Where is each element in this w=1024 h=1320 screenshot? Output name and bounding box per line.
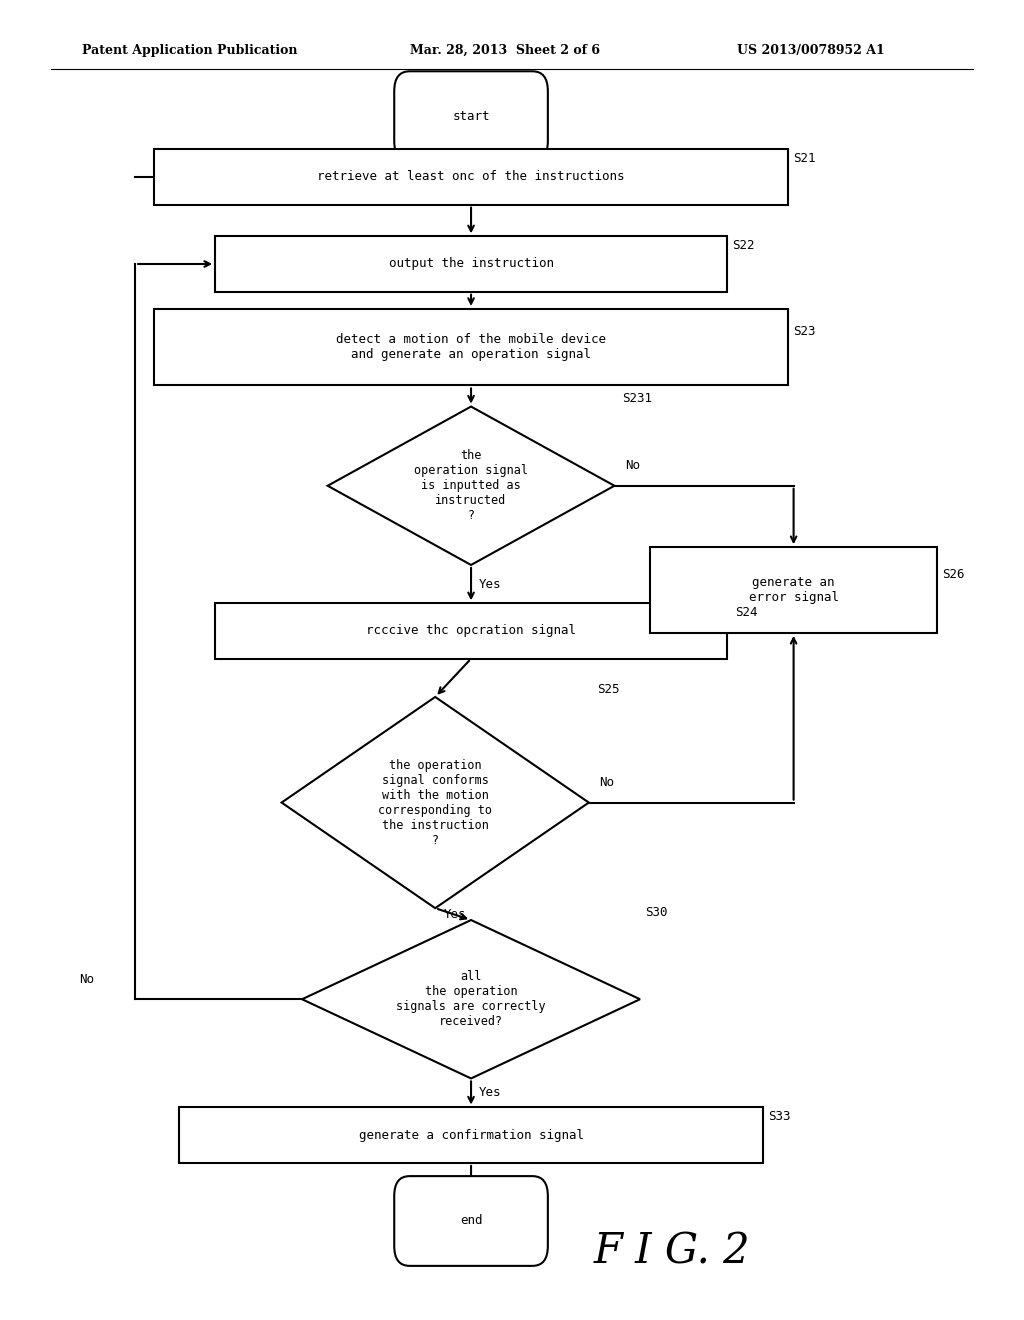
- Text: Yes: Yes: [443, 908, 466, 920]
- Text: generate a confirmation signal: generate a confirmation signal: [358, 1129, 584, 1142]
- Text: the operation
signal conforms
with the motion
corresponding to
the instruction
?: the operation signal conforms with the m…: [378, 759, 493, 846]
- FancyBboxPatch shape: [179, 1107, 763, 1163]
- FancyBboxPatch shape: [154, 309, 788, 385]
- FancyBboxPatch shape: [650, 546, 937, 632]
- Text: all
the operation
signals are correctly
received?: all the operation signals are correctly …: [396, 970, 546, 1028]
- Text: end: end: [460, 1214, 482, 1228]
- Text: retrieve at least onc of the instructions: retrieve at least onc of the instruction…: [317, 170, 625, 183]
- Polygon shape: [282, 697, 589, 908]
- Text: S26: S26: [942, 568, 965, 581]
- Text: start: start: [453, 110, 489, 123]
- FancyBboxPatch shape: [394, 71, 548, 161]
- Text: Yes: Yes: [479, 1086, 502, 1100]
- Text: No: No: [599, 776, 614, 789]
- Text: S25: S25: [597, 682, 620, 696]
- Text: S23: S23: [794, 325, 816, 338]
- Text: S30: S30: [645, 906, 668, 919]
- Text: S33: S33: [768, 1110, 791, 1123]
- FancyBboxPatch shape: [215, 236, 727, 292]
- Text: output the instruction: output the instruction: [388, 257, 554, 271]
- Text: No: No: [625, 459, 640, 473]
- Text: F I G. 2: F I G. 2: [594, 1230, 751, 1272]
- Text: S21: S21: [794, 152, 816, 165]
- Text: detect a motion of the mobile device
and generate an operation signal: detect a motion of the mobile device and…: [336, 333, 606, 362]
- Text: Yes: Yes: [479, 578, 502, 590]
- Text: US 2013/0078952 A1: US 2013/0078952 A1: [737, 44, 885, 57]
- Polygon shape: [328, 407, 614, 565]
- Text: Mar. 28, 2013  Sheet 2 of 6: Mar. 28, 2013 Sheet 2 of 6: [410, 44, 600, 57]
- Text: generate an
error signal: generate an error signal: [749, 576, 839, 605]
- Text: rcccive thc opcration signal: rcccive thc opcration signal: [366, 624, 577, 638]
- Text: S22: S22: [732, 239, 755, 252]
- Text: S24: S24: [735, 606, 758, 619]
- FancyBboxPatch shape: [394, 1176, 548, 1266]
- Text: No: No: [79, 973, 94, 986]
- Text: S231: S231: [623, 392, 652, 405]
- Text: the
operation signal
is inputted as
instructed
?: the operation signal is inputted as inst…: [414, 449, 528, 523]
- FancyBboxPatch shape: [215, 603, 727, 659]
- FancyBboxPatch shape: [154, 149, 788, 205]
- Text: Patent Application Publication: Patent Application Publication: [82, 44, 297, 57]
- Polygon shape: [302, 920, 640, 1078]
